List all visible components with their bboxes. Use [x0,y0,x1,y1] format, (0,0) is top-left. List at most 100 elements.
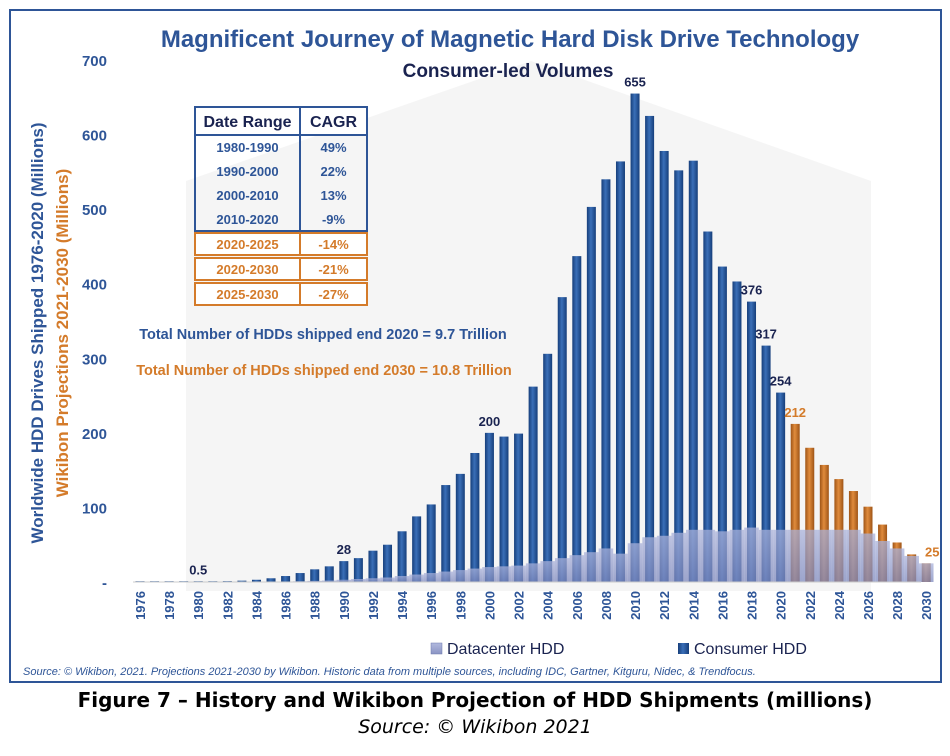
x-tick-label: 2010 [628,591,643,620]
consumer-bar [688,160,698,582]
datacenter-bar [598,548,614,582]
legend: Datacenter HDD Consumer HDD [430,641,807,658]
datacenter-bar [467,568,483,582]
x-tick-label: 1980 [191,591,206,620]
consumer-bar [441,485,451,582]
cagr-row-value: -27% [318,287,349,302]
chart-subtitle: Consumer-led Volumes [403,61,614,82]
datacenter-bar [496,566,512,582]
data-label: 200 [479,414,501,429]
consumer-bar [747,301,757,582]
x-tick-label: 1978 [162,591,177,620]
datacenter-bar [802,529,818,582]
x-tick-label: 2008 [599,591,614,620]
data-label: 212 [784,405,806,420]
consumer-bar [761,345,771,582]
consumer-bar [572,256,582,582]
cagr-row-value: -14% [318,237,349,252]
x-tick-label: 2014 [686,590,701,620]
y-tick-label: 100 [82,500,107,517]
y-tick-label: 500 [82,202,107,219]
projection-bar [819,464,829,582]
datacenter-bar [307,580,322,582]
datacenter-bar [453,570,468,582]
x-tick-label: 1986 [279,591,294,620]
legend-label-consumer: Consumer HDD [694,641,807,658]
data-label: 254 [770,374,792,389]
annotation-total-2030: Total Number of HDDs shipped end 2030 = … [136,363,512,379]
datacenter-bar [423,573,439,582]
x-tick-label: 2028 [890,591,905,620]
datacenter-bar [700,529,716,582]
datacenter-bar [322,580,337,582]
y-tick-label: 300 [82,351,107,368]
datacenter-bar [351,579,366,582]
consumer-bar [237,580,247,582]
datacenter-bar [846,529,861,582]
datacenter-bar [584,552,599,582]
y-tick-label: 200 [82,426,107,443]
consumer-bar [397,531,407,582]
consumer-bar [601,179,611,583]
datacenter-bar [554,558,570,582]
figure-source: Source: © Wikibon 2021 [358,716,592,738]
cagr-row-range: 2020-2030 [216,262,278,277]
datacenter-bar [569,555,585,582]
x-tick-label: 2000 [482,591,497,620]
x-tick-label: 2022 [803,591,818,620]
datacenter-bar [889,548,905,582]
x-tick-label: 1988 [308,591,323,620]
datacenter-bar [817,529,832,582]
cagr-row-range: 2000-2010 [216,188,278,203]
datacenter-bar [511,565,526,582]
datacenter-bar [671,532,686,582]
y-axis-ticks: - 100 200 300 400 500 600 700 [82,53,107,592]
datacenter-bar [758,529,774,582]
source-note: Source: © Wikibon, 2021. Projections 202… [23,666,756,678]
datacenter-bar [540,561,555,582]
x-tick-label: 2002 [512,591,527,620]
projection-bar [790,423,800,582]
data-label: 317 [755,327,777,342]
x-tick-label: 1982 [220,591,235,620]
consumer-bar [266,578,276,582]
consumer-bar [455,473,465,582]
data-labels: 0.5 28 200 655 376 317 254 212 25 [189,75,939,578]
y-axis-label-projection: Wikibon Projections 2021-2030 (Millions) [53,169,72,498]
datacenter-bar [482,567,497,582]
datacenter-bar [729,529,745,582]
consumer-bar [645,115,655,582]
x-tick-label: 1976 [133,591,148,620]
consumer-bar [281,576,291,582]
x-tick-label: 2024 [832,590,847,620]
cagr-table: Date Range CAGR 1980-1990 49% 1990-2000 22% 20… [194,106,368,306]
consumer-bar [630,93,640,583]
consumer-bar [499,436,509,582]
datacenter-bars [278,527,934,582]
consumer-bar [339,561,349,582]
y-tick-label: 400 [82,277,107,294]
datacenter-bar [875,540,890,582]
datacenter-bar [860,533,876,582]
datacenter-bar [380,577,395,582]
datacenter-bar [831,529,847,582]
data-label: 376 [741,283,763,298]
datacenter-bar [613,553,628,582]
x-tick-label: 2030 [919,591,934,620]
cagr-row-range: 2020-2025 [216,237,278,252]
x-tick-label: 2016 [715,591,730,620]
x-tick-label: 2004 [541,590,556,620]
datacenter-bar [904,555,919,582]
consumer-bar [776,392,786,582]
consumer-bar [514,433,524,582]
cagr-row-value: -9% [322,212,346,227]
y-tick-label: 700 [82,53,107,70]
datacenter-bar [525,563,541,582]
consumer-bar [659,150,669,582]
data-label: 0.5 [189,563,207,578]
datacenter-bar [365,578,381,582]
hdd-shipments-chart: Magnificent Journey of Magnetic Hard Dis… [23,26,939,678]
datacenter-bar [642,537,657,582]
x-tick-label: 1994 [395,590,410,620]
x-tick-label: 1992 [366,591,381,620]
